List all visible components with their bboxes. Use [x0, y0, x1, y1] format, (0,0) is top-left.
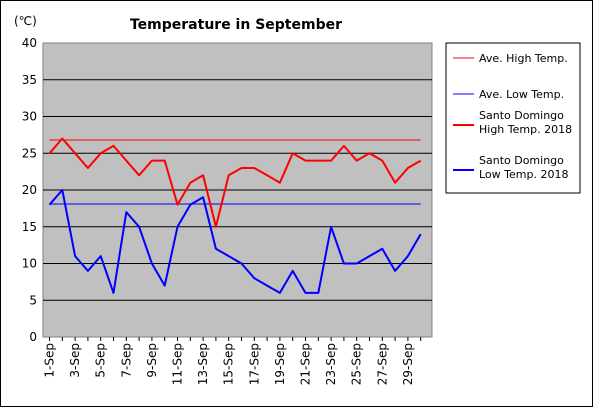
x-tick-label-27-Sep: 27-Sep [375, 343, 389, 385]
legend: Ave. High Temp. Ave. Low Temp. Santo Domin… [453, 52, 572, 181]
x-tick-label-25-Sep: 25-Sep [350, 343, 364, 385]
x-axis-ticks: 1-Sep 3-Sep 5-Sep 7-Sep 9-Sep 11-Sep 13-Sep 15-… [43, 337, 422, 385]
legend-label-2: Santo Domingo [479, 109, 564, 122]
legend-box [445, 42, 581, 194]
x-tick-label-17-Sep: 17-Sep [247, 343, 261, 385]
chart-title: Temperature in September [130, 17, 342, 33]
x-tick-label-21-Sep: 21-Sep [299, 343, 313, 385]
y-tick-label-0: 0 [29, 330, 37, 344]
x-tick-label-3-Sep: 3-Sep [68, 343, 82, 378]
legend-label-3: Santo Domingo [479, 154, 564, 167]
y-tick-label-5: 5 [29, 293, 37, 307]
x-tick-label-29-Sep: 29-Sep [401, 343, 415, 385]
x-tick-label-1-Sep: 1-Sep [43, 343, 57, 378]
y-unit-label: (℃) [14, 14, 37, 28]
y-tick-label-15: 15 [22, 220, 37, 234]
legend-label-1: Ave. Low Temp. [479, 88, 564, 101]
x-tick-label-13-Sep: 13-Sep [196, 343, 210, 385]
series-lines [48, 137, 422, 294]
x-tick-label-7-Sep: 7-Sep [119, 343, 133, 378]
x-tick-label-5-Sep: 5-Sep [94, 343, 108, 378]
series-line-3 [48, 189, 422, 294]
x-tick-label-11-Sep: 11-Sep [171, 343, 185, 385]
y-tick-label-30: 30 [22, 110, 37, 124]
y-axis-ticks: 0 5 10 15 20 25 30 35 40 [22, 36, 37, 344]
y-tick-label-10: 10 [22, 257, 37, 271]
legend-label-3: Low Temp. 2018 [479, 168, 568, 181]
x-tick-label-23-Sep: 23-Sep [324, 343, 338, 385]
y-tick-label-35: 35 [22, 73, 37, 87]
x-tick-label-15-Sep: 15-Sep [222, 343, 236, 385]
legend-label-0: Ave. High Temp. [479, 52, 568, 65]
series-line-2 [48, 137, 422, 228]
y-tick-label-25: 25 [22, 146, 37, 160]
legend-label-2: High Temp. 2018 [479, 123, 572, 136]
x-tick-label-19-Sep: 19-Sep [273, 343, 287, 385]
y-tick-label-40: 40 [22, 36, 37, 50]
x-tick-label-9-Sep: 9-Sep [145, 343, 159, 378]
gridlines [43, 79, 432, 301]
y-tick-label-20: 20 [22, 183, 37, 197]
